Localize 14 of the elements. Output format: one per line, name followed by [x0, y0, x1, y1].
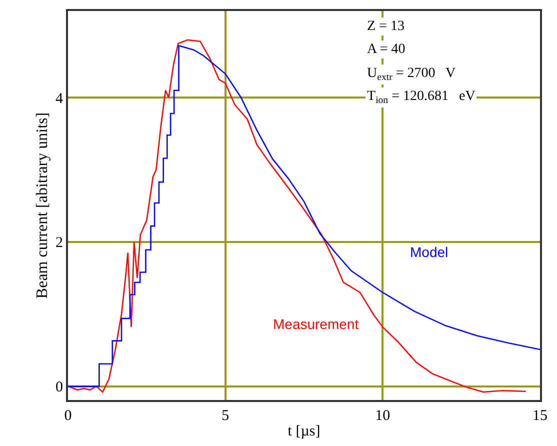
x-tick-label: 10	[375, 408, 390, 424]
annotation: U$_{extr}$ = 2700 V	[367, 66, 456, 83]
x-tick-label: 5	[222, 408, 230, 424]
series-label: Measurement	[273, 316, 359, 332]
annotation: A = 40	[367, 42, 406, 57]
y-tick-label: 4	[56, 90, 64, 107]
y-tick-label: 0	[56, 380, 63, 396]
x-tick-label: 15	[532, 408, 548, 424]
x-axis-title: t [µs]	[288, 424, 320, 440]
y-axis-title: Beam current [abitrary units]	[34, 112, 51, 299]
text: Model	[410, 244, 448, 260]
annotation: T$_{ion}$ = 120.681 eV	[367, 89, 476, 106]
annotation: Z = 13	[367, 19, 404, 34]
y-tick-label: 2	[56, 235, 63, 252]
